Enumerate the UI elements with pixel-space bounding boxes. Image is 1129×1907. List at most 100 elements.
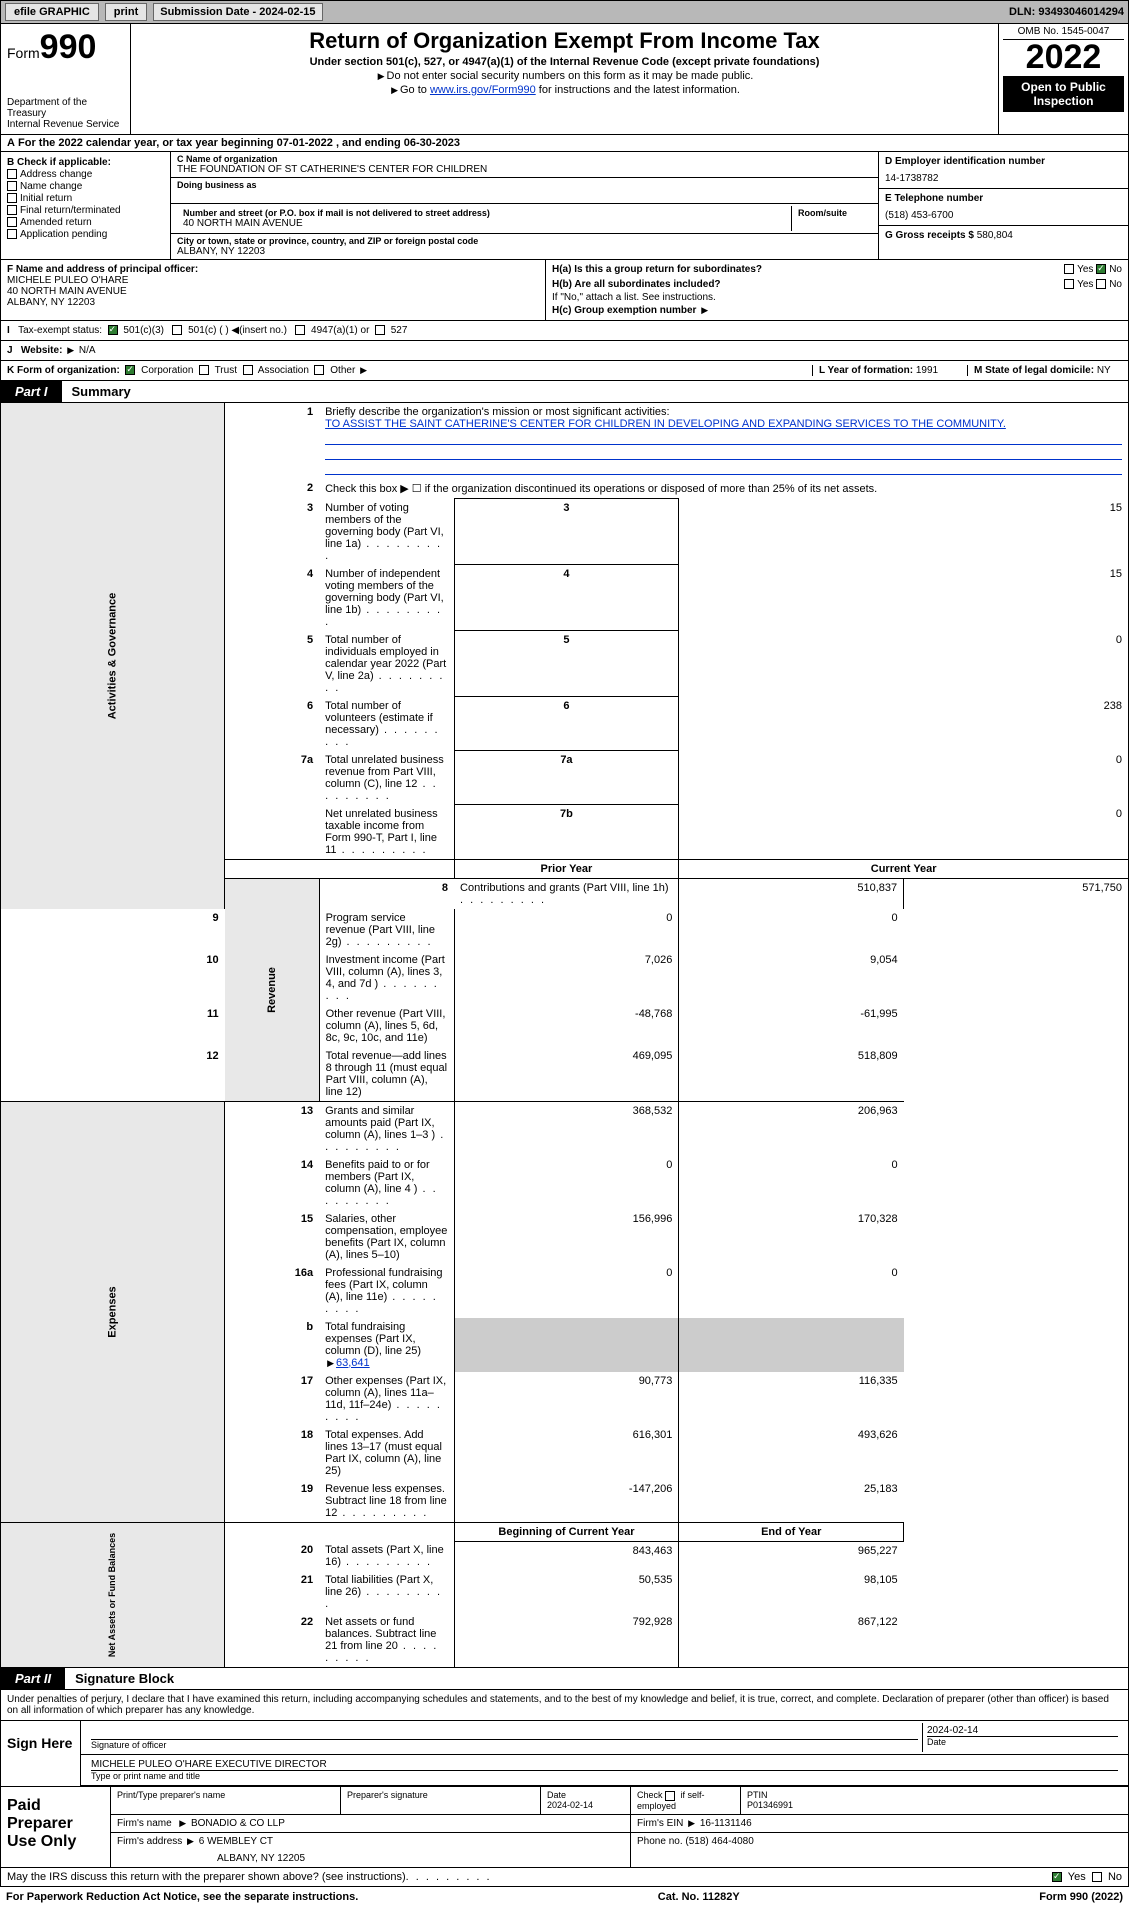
year-form-val: 1991	[916, 365, 938, 376]
c12: 518,809	[679, 1047, 904, 1102]
hb-yes[interactable]	[1064, 279, 1074, 289]
q14: Benefits paid to or for members (Part IX…	[319, 1156, 454, 1210]
ha-yes[interactable]	[1064, 264, 1074, 274]
hb-no[interactable]	[1096, 279, 1106, 289]
row-k-l-m: K Form of organization: Corporation Trus…	[0, 361, 1129, 381]
row-f-h: F Name and address of principal officer:…	[0, 260, 1129, 321]
state-dom-val: NY	[1097, 365, 1111, 376]
chk-assoc[interactable]	[243, 365, 253, 375]
p15: 156,996	[454, 1210, 679, 1264]
tax-exempt-lbl: Tax-exempt status:	[18, 325, 102, 336]
print-button[interactable]: print	[105, 3, 147, 21]
chk-other[interactable]	[314, 365, 324, 375]
bottom-line: For Paperwork Reduction Act Notice, see …	[0, 1887, 1129, 1907]
chk-527[interactable]	[375, 325, 385, 335]
q6: Total number of volunteers (estimate if …	[319, 697, 454, 751]
prep-date-lbl: Date	[547, 1790, 566, 1800]
row-i: I Tax-exempt status: 501(c)(3) 501(c) ( …	[0, 321, 1129, 341]
p18: 616,301	[454, 1426, 679, 1480]
chk-amended[interactable]: Amended return	[7, 217, 164, 228]
gross-value: 580,804	[977, 230, 1013, 241]
chk-501c[interactable]	[172, 325, 182, 335]
sign-here-label: Sign Here	[1, 1721, 81, 1786]
firm-ein: 16-1131146	[700, 1818, 752, 1829]
irs-discuss-q: May the IRS discuss this return with the…	[7, 1871, 406, 1883]
chk-discuss-yes[interactable]	[1052, 1872, 1062, 1882]
topbar: efile GRAPHIC print Submission Date - 20…	[0, 0, 1129, 24]
form-note-1: Do not enter social security numbers on …	[137, 70, 992, 82]
sig-date-val: 2024-02-14	[927, 1725, 1118, 1736]
officer-name: MICHELE PULEO O'HARE	[7, 275, 128, 286]
street-address: 40 NORTH MAIN AVENUE	[183, 218, 785, 229]
sig-officer-lbl: Signature of officer	[91, 1739, 918, 1750]
mission-text: TO ASSIST THE SAINT CATHERINE'S CENTER F…	[325, 418, 1006, 430]
row-a: A For the 2022 calendar year, or tax yea…	[0, 135, 1129, 152]
row-j: J Website: N/A	[0, 341, 1129, 361]
p9: 0	[454, 909, 679, 951]
firm-phone: (518) 464-4080	[685, 1836, 753, 1847]
p22: 792,928	[454, 1613, 679, 1668]
dba-lbl: Doing business as	[177, 180, 872, 190]
chk-trust[interactable]	[199, 365, 209, 375]
prep-self-lbl: Check	[637, 1790, 663, 1800]
q3: Number of voting members of the governin…	[319, 499, 454, 565]
part2-tab: Part II	[1, 1668, 65, 1689]
c20: 965,227	[679, 1541, 904, 1571]
q11: Other revenue (Part VIII, column (A), li…	[319, 1005, 454, 1047]
p14: 0	[454, 1156, 679, 1210]
chk-self-emp[interactable]	[665, 1791, 675, 1801]
q7b: Net unrelated business taxable income fr…	[319, 805, 454, 860]
ein-lbl: D Employer identification number	[885, 156, 1122, 167]
hb-note: If "No," attach a list. See instructions…	[552, 292, 1122, 303]
ha-no[interactable]	[1096, 264, 1106, 274]
phone-lbl: E Telephone number	[885, 193, 1122, 204]
q20: Total assets (Part X, line 16)	[319, 1541, 454, 1571]
q16a: Professional fundraising fees (Part IX, …	[319, 1264, 454, 1318]
box-b: B Check if applicable: Address change Na…	[1, 152, 171, 259]
ha-lbl: H(a) Is this a group return for subordin…	[552, 264, 762, 275]
tax-year-range: For the 2022 calendar year, or tax year …	[18, 137, 460, 149]
open-public-badge: Open to Public Inspection	[1003, 76, 1124, 112]
v7a: 0	[679, 751, 1129, 805]
part2-header: Part II Signature Block	[0, 1668, 1129, 1690]
chk-4947[interactable]	[295, 325, 305, 335]
c17: 116,335	[679, 1372, 904, 1426]
chk-final-return[interactable]: Final return/terminated	[7, 205, 164, 216]
ein-value: 14-1738782	[885, 173, 1122, 184]
side-net-assets: Net Assets or Fund Balances	[108, 1533, 118, 1657]
chk-initial-return[interactable]: Initial return	[7, 193, 164, 204]
q5: Total number of individuals employed in …	[319, 631, 454, 697]
chk-addr-change[interactable]: Address change	[7, 169, 164, 180]
firm-name: BONADIO & CO LLP	[191, 1818, 285, 1829]
form-prefix: Form	[7, 45, 40, 61]
form-header: Form990 Department of the Treasury Inter…	[0, 24, 1129, 135]
website-lbl: Website:	[21, 345, 63, 356]
cat-no: Cat. No. 11282Y	[358, 1891, 1039, 1903]
officer-addr1: 40 NORTH MAIN AVENUE	[7, 286, 127, 297]
c13: 206,963	[679, 1101, 904, 1156]
chk-corp[interactable]	[125, 365, 135, 375]
irs-link[interactable]: www.irs.gov/Form990	[430, 84, 536, 96]
p20: 843,463	[454, 1541, 679, 1571]
preparer-block: Paid Preparer Use Only Print/Type prepar…	[0, 1787, 1129, 1868]
c14: 0	[679, 1156, 904, 1210]
chk-app-pending[interactable]: Application pending	[7, 229, 164, 240]
penalty-text: Under penalties of perjury, I declare th…	[1, 1690, 1128, 1721]
ptin-val: P01346991	[747, 1800, 793, 1810]
officer-lbl: F Name and address of principal officer:	[7, 264, 198, 275]
header-right: OMB No. 1545-0047 2022 Open to Public In…	[998, 24, 1128, 134]
state-dom-lbl: M State of legal domicile:	[974, 365, 1094, 376]
q12: Total revenue—add lines 8 through 11 (mu…	[319, 1047, 454, 1102]
v16b[interactable]: 63,641	[336, 1357, 370, 1369]
c15: 170,328	[679, 1210, 904, 1264]
chk-name-change[interactable]: Name change	[7, 181, 164, 192]
hdr-curr: Current Year	[679, 859, 1129, 878]
header-left: Form990 Department of the Treasury Inter…	[1, 24, 131, 134]
chk-501c3[interactable]	[108, 325, 118, 335]
chk-discuss-no[interactable]	[1092, 1872, 1102, 1882]
v5: 0	[679, 631, 1129, 697]
c16a: 0	[679, 1264, 904, 1318]
website-value: N/A	[79, 345, 96, 356]
efile-button[interactable]: efile GRAPHIC	[5, 3, 99, 21]
p21: 50,535	[454, 1571, 679, 1613]
